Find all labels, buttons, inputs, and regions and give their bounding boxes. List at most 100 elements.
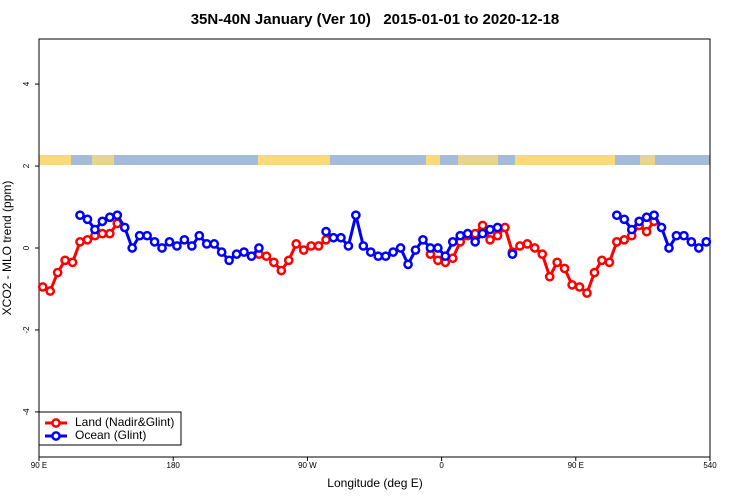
y-tick-label: 0 [22, 245, 31, 250]
data-point [477, 228, 488, 239]
data-point [104, 212, 115, 223]
data-point [82, 234, 93, 245]
data-point [604, 257, 615, 268]
x-tick-label: 90 E [568, 461, 584, 470]
data-point [447, 237, 458, 247]
data-point [641, 226, 652, 237]
legend-box [38, 411, 182, 446]
data-point [515, 241, 525, 251]
data-point [455, 230, 466, 241]
data-point [321, 234, 331, 245]
data-point [224, 255, 234, 266]
data-point [529, 243, 540, 253]
data-point [656, 222, 667, 233]
data-point [343, 241, 354, 251]
data-point [380, 251, 391, 262]
data-point [365, 247, 376, 257]
x-tick-label: 90 W [298, 461, 317, 470]
data-point [306, 241, 316, 251]
data-point [485, 224, 495, 235]
data-point [388, 247, 398, 257]
data-point [194, 230, 205, 241]
data-point [611, 237, 622, 247]
land-strip [640, 155, 655, 165]
land-strip [458, 155, 498, 165]
data-point [686, 237, 697, 247]
data-point [582, 288, 592, 298]
data-point [67, 257, 78, 268]
data-point [626, 224, 637, 235]
data-point [127, 243, 138, 253]
data-point [567, 280, 577, 290]
data-point [97, 228, 108, 239]
data-point [611, 210, 622, 221]
data-point [559, 263, 570, 274]
land-strip [39, 155, 71, 165]
data-point [291, 239, 302, 249]
data-point [634, 216, 645, 227]
x-tick-label: 90 E [31, 461, 47, 470]
x-tick-label: 0 [439, 461, 444, 470]
data-point [552, 257, 563, 268]
data-point [701, 237, 712, 247]
data-point [283, 255, 294, 266]
data-point [470, 237, 480, 247]
data-point [664, 243, 674, 253]
data-point [172, 241, 182, 251]
data-point [239, 247, 249, 257]
data-point [440, 251, 451, 262]
data-point [37, 282, 48, 292]
data-point [276, 265, 287, 276]
data-point [433, 255, 443, 266]
data-point [254, 243, 264, 253]
data-point [164, 237, 175, 247]
data-point [186, 241, 197, 251]
data-point [403, 259, 413, 270]
data-point [619, 214, 630, 225]
data-point [298, 245, 309, 255]
x-tick-label: 180 [167, 461, 181, 470]
data-point [522, 239, 533, 249]
data-point [231, 249, 242, 259]
data-point [179, 234, 190, 245]
data-point [45, 286, 56, 296]
land-ocean-band [39, 155, 710, 165]
data-point [671, 230, 682, 241]
data-point [90, 224, 100, 235]
data-point [313, 241, 324, 251]
data-point [641, 212, 652, 223]
data-point [649, 210, 659, 221]
data-point [470, 228, 480, 239]
data-point [477, 220, 488, 231]
ocean-strip [39, 155, 710, 165]
data-point [75, 237, 85, 247]
data-point [269, 257, 279, 268]
data-point [537, 249, 548, 259]
data-point [142, 230, 152, 241]
legend-marker [51, 418, 61, 428]
data-point [209, 239, 220, 249]
data-point [373, 251, 384, 262]
y-axis-label: XCO2 - MLO trend (ppm) [0, 181, 14, 316]
data-point [485, 234, 495, 245]
data-point [410, 245, 421, 255]
data-point [589, 267, 600, 278]
y-tick-label: -4 [22, 408, 31, 416]
data-point [112, 210, 123, 221]
data-point [351, 210, 361, 221]
x-tick-label: 540 [703, 461, 717, 470]
chart-title: 35N-40N January (Ver 10) 2015-01-01 to 2… [191, 11, 560, 28]
y-tick-label: -2 [22, 326, 31, 334]
data-point [201, 239, 212, 249]
data-point [157, 243, 167, 253]
data-point [679, 230, 689, 241]
data-point [693, 243, 704, 253]
data-point [492, 230, 503, 241]
data-point [216, 247, 227, 257]
data-point [492, 222, 503, 233]
data-point [97, 216, 108, 227]
data-point [75, 210, 85, 221]
data-point [261, 251, 272, 262]
data-point [246, 251, 257, 262]
